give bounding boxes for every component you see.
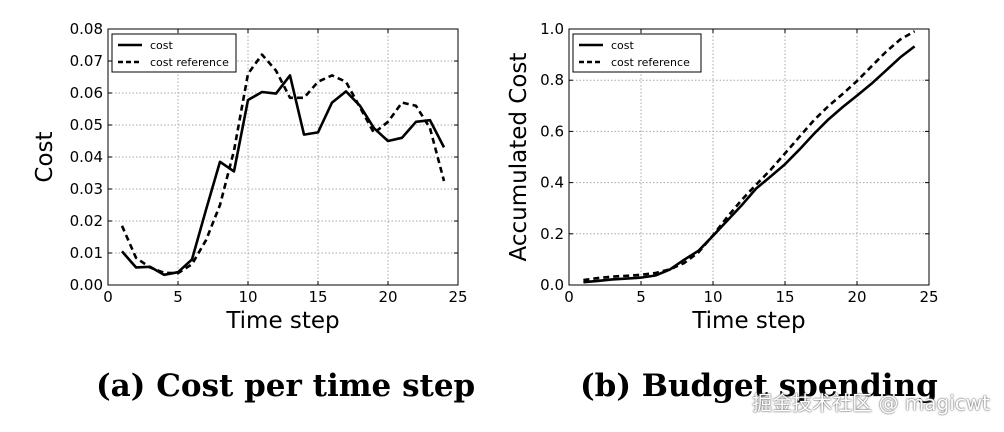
series-line-cost-reference <box>583 30 916 282</box>
y-tick-label: 0.05 <box>70 116 103 134</box>
y-tick-label: 0.0 <box>540 276 564 294</box>
y-tick-label: 0.8 <box>540 71 564 89</box>
y-axis-label: Cost <box>32 131 58 182</box>
y-tick-label: 0.08 <box>70 20 103 38</box>
chart-cost-per-step: 0 5 10 15 20 25 0.00 0.01 0.02 0.03 0.04 0.05 0.06 0.… <box>32 20 468 334</box>
legend-label: cost reference <box>611 56 690 69</box>
x-tick-label: 0 <box>103 288 113 306</box>
caption-a: (a) Cost per time step <box>96 368 476 404</box>
legend-label: cost <box>611 39 635 52</box>
series-line-cost-reference <box>120 53 446 275</box>
y-axis-label: Accumulated Cost <box>506 53 532 262</box>
x-axis-label: Time step <box>225 308 339 334</box>
series-line-cost <box>121 74 446 277</box>
y-tick-label: 0.6 <box>540 122 564 140</box>
y-tick-label: 0.02 <box>70 212 103 230</box>
series-line-cost <box>583 45 916 284</box>
x-tick-label: 20 <box>378 288 397 306</box>
y-tick-label: 0.07 <box>70 52 103 70</box>
watermark: 掘金技术社区 @ magicwt <box>752 391 990 415</box>
y-tick-label: 0.00 <box>70 276 103 294</box>
y-tick-label: 0.03 <box>70 180 103 198</box>
y-tick-label: 0.01 <box>70 244 103 262</box>
x-tick-label: 5 <box>636 288 646 306</box>
legend-label: cost reference <box>150 56 229 69</box>
x-tick-label: 15 <box>775 288 794 306</box>
legend-label: cost <box>150 39 174 52</box>
plot-frame <box>568 28 930 286</box>
x-tick-label: 10 <box>238 288 257 306</box>
y-tick-label: 0.06 <box>70 84 103 102</box>
x-tick-label: 0 <box>564 288 574 306</box>
y-tick-label: 0.04 <box>70 148 103 166</box>
y-tick-label: 1.0 <box>540 20 564 38</box>
x-tick-label: 5 <box>173 288 183 306</box>
x-tick-label: 15 <box>308 288 327 306</box>
legend-box <box>572 33 702 73</box>
x-axis-label: Time step <box>691 308 805 334</box>
chart-accumulated-cost: 0 5 10 15 20 25 0.0 0.2 0.4 0.6 0.8 1.0 Time step Acc… <box>506 20 939 334</box>
x-tick-label: 10 <box>703 288 722 306</box>
y-tick-label: 0.2 <box>540 225 564 243</box>
y-tick-label: 0.4 <box>540 174 564 192</box>
caption-b: (b) Budget spending <box>580 368 938 404</box>
x-tick-label: 25 <box>448 288 467 306</box>
x-tick-label: 25 <box>919 288 938 306</box>
x-tick-label: 20 <box>847 288 866 306</box>
plot-frame <box>107 28 459 286</box>
legend-box <box>111 33 237 73</box>
